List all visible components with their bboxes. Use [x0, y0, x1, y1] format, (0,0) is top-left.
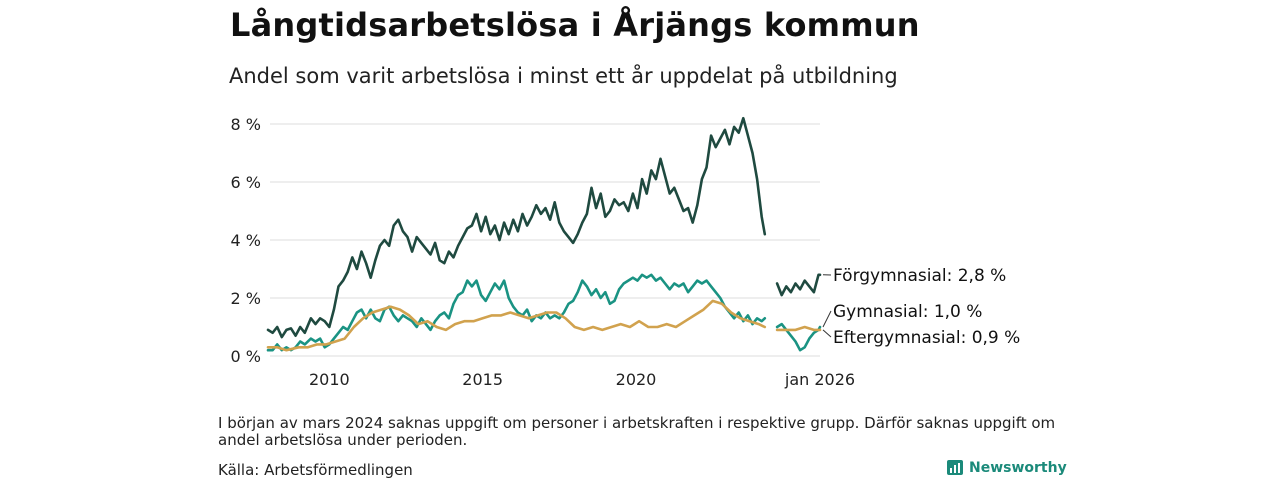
x-tick-label: 2010 [309, 370, 350, 389]
line-chart: 0 % 2 % 4 % 6 % 8 % 2010 2015 2020 jan 2026 För… [231, 115, 1021, 389]
leader-gymnasial [822, 310, 832, 328]
x-tick-label: jan 2026 [784, 370, 855, 389]
series-label-eftergymnasial: Eftergymnasial: 0,9 % [833, 328, 1020, 348]
y-tick-label: 6 % [231, 173, 261, 192]
series-label-gymnasial: Gymnasial: 1,0 % [833, 302, 982, 322]
y-gridlines [270, 123, 820, 357]
series-line-gymnasial-1 [775, 322, 822, 352]
x-tick-label: 2020 [616, 370, 657, 389]
series-line-eftergymnasial-0 [266, 299, 767, 352]
series-lines [266, 116, 822, 352]
x-tick-label: 2015 [462, 370, 503, 389]
newsworthy-logo[interactable]: Newsworthy [946, 459, 1067, 477]
x-axis-ticks: 2010 2015 2020 jan 2026 [309, 370, 855, 389]
source-credit: Källa: Arbetsförmedlingen [218, 461, 413, 479]
chart-subtitle: Andel som varit arbetslösa i minst ett å… [229, 64, 898, 88]
series-line-förgymnasial-0 [266, 116, 767, 339]
newsworthy-icon [947, 460, 963, 475]
y-tick-label: 8 % [231, 115, 261, 134]
series-end-labels: Förgymnasial: 2,8 % Gymnasial: 1,0 % Efter… [822, 266, 1020, 348]
brand-name: Newsworthy [969, 460, 1067, 476]
series-label-förgymnasial: Förgymnasial: 2,8 % [833, 266, 1006, 286]
leader-eftergymnasial [822, 329, 832, 338]
y-tick-label: 4 % [231, 231, 261, 250]
series-line-eftergymnasial-1 [775, 325, 822, 332]
series-line-gymnasial-0 [266, 273, 767, 352]
y-axis-ticks: 0 % 2 % 4 % 6 % 8 % [231, 115, 261, 366]
y-tick-label: 0 % [231, 347, 261, 366]
y-tick-label: 2 % [231, 289, 261, 308]
series-line-förgymnasial-1 [775, 273, 822, 297]
footnote: I början av mars 2024 saknas uppgift om … [218, 414, 1056, 449]
chart-title: Långtidsarbetslösa i Årjängs kommun [230, 6, 920, 44]
